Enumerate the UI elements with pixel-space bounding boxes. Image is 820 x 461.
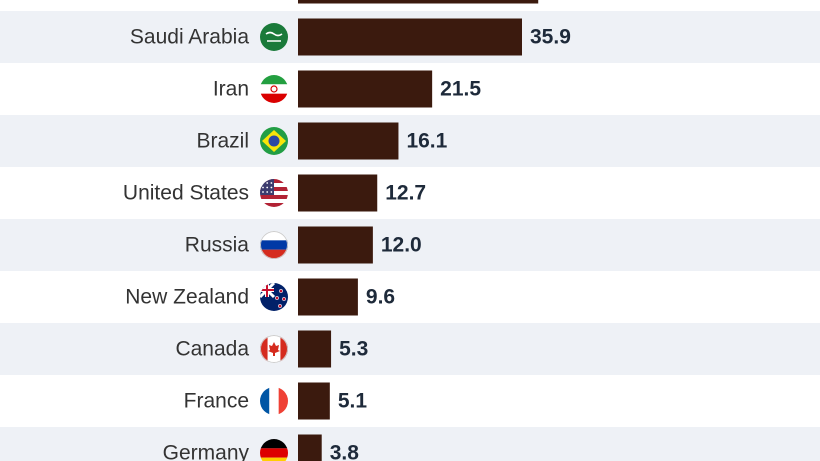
bar: [298, 226, 373, 264]
category-label: Russia: [185, 234, 250, 257]
data-label: 3.8: [330, 442, 360, 461]
bar: [298, 70, 433, 108]
category-label: France: [184, 390, 249, 413]
bar: [298, 18, 522, 56]
bar: [298, 278, 358, 316]
row-band: [0, 219, 820, 271]
bars: [298, 0, 539, 461]
category-label: Brazil: [196, 130, 249, 153]
france-flag-icon: [260, 387, 288, 415]
category-labels: Saudi Arabia Iran Brazil United States Russi…: [123, 26, 250, 461]
bar: [298, 122, 399, 160]
data-label: 5.1: [338, 390, 368, 413]
data-label: 21.5: [440, 78, 481, 101]
bar: [298, 330, 332, 368]
flags: [260, 23, 288, 461]
saudi-arabia-flag-icon: [260, 23, 288, 51]
category-label: United States: [123, 182, 249, 205]
usa-flag-icon: [260, 179, 288, 207]
row-bands: [0, 11, 820, 461]
category-label: Germany: [163, 442, 250, 461]
bar: [298, 382, 330, 420]
category-label: Canada: [175, 338, 249, 361]
value-labels: 35.9 21.5 16.1 12.7 12.0 9.6 5.3 5.1 3.8: [330, 26, 571, 461]
data-label: 16.1: [406, 130, 447, 153]
iran-flag-icon: [260, 75, 288, 103]
bar: [298, 174, 378, 212]
canada-flag-icon: [260, 335, 288, 363]
brazil-flag-icon: [260, 127, 288, 155]
row-band: [0, 427, 820, 461]
russia-flag-icon: [260, 231, 288, 259]
data-label: 12.7: [385, 182, 426, 205]
category-label: New Zealand: [125, 286, 249, 309]
row-band: [0, 323, 820, 375]
data-label: 9.6: [366, 286, 395, 309]
category-label: Saudi Arabia: [130, 26, 249, 49]
germany-flag-icon: [260, 439, 288, 461]
category-label: Iran: [213, 78, 249, 101]
new-zealand-flag-icon: [260, 283, 288, 311]
data-label: 5.3: [339, 338, 368, 361]
data-label: 35.9: [530, 26, 571, 49]
data-label: 12.0: [381, 234, 422, 257]
row-band: [0, 115, 820, 167]
bar-partial-top: [298, 0, 539, 4]
bar: [298, 434, 322, 461]
